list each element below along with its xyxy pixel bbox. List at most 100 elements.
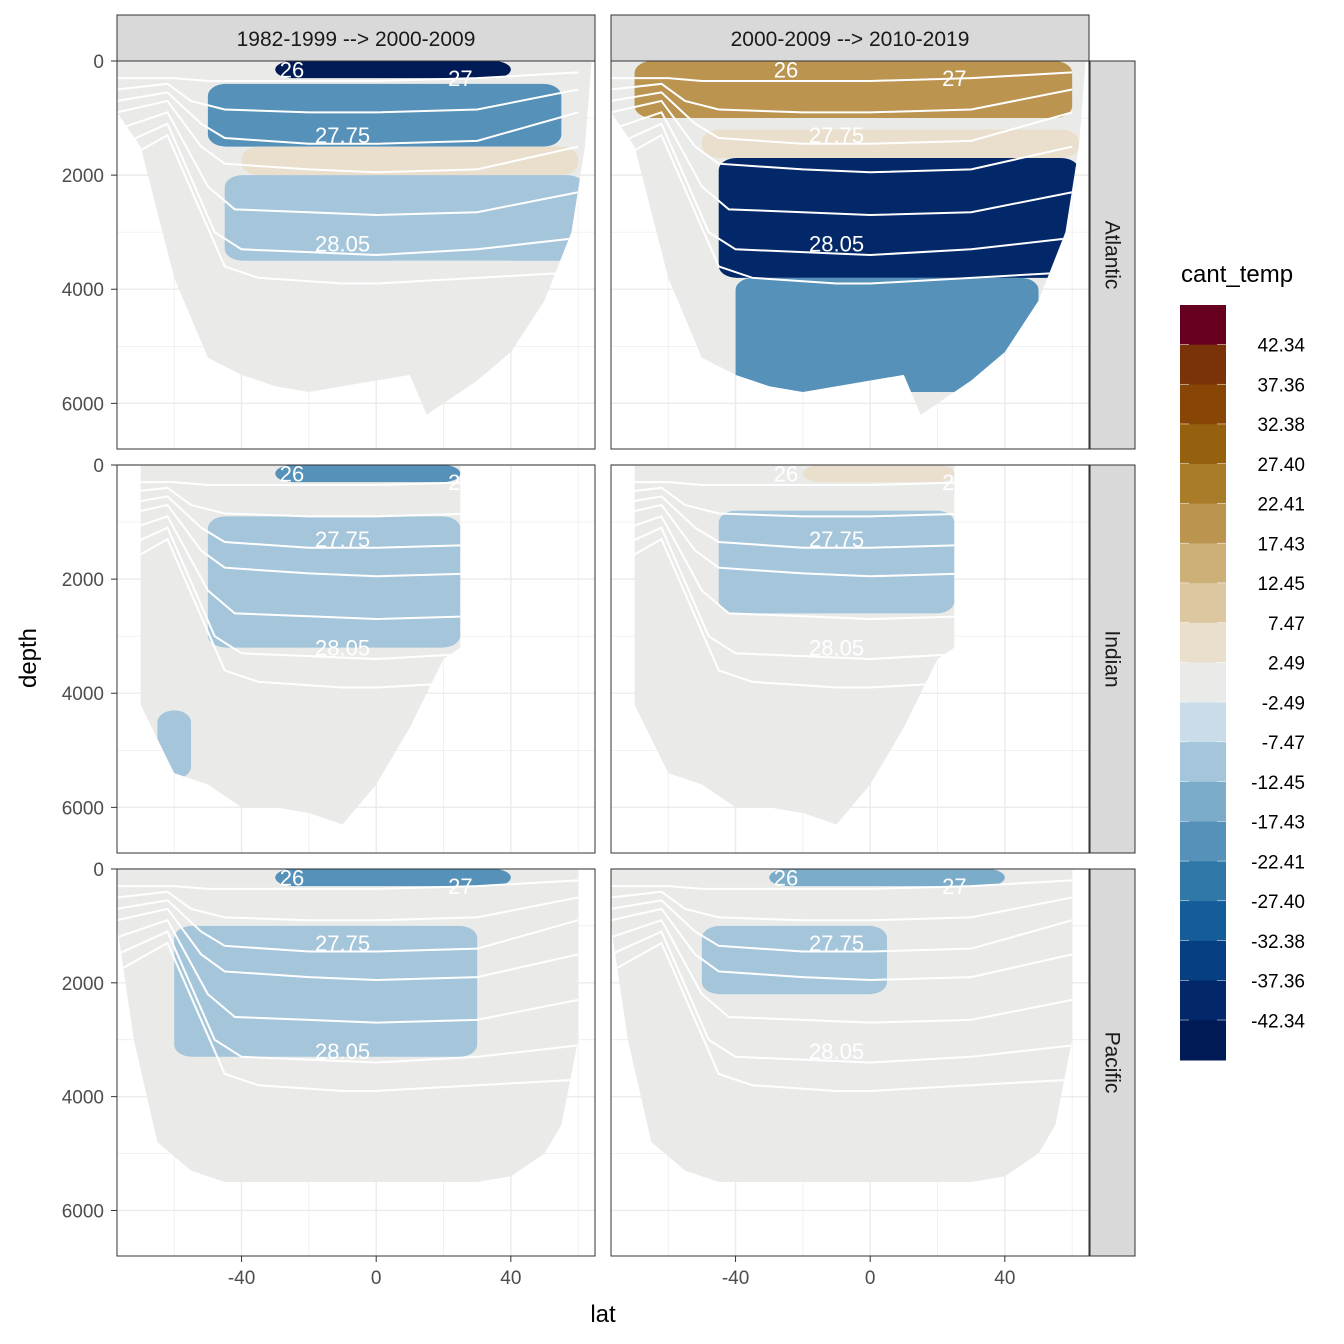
y-tick-label: 2000 bbox=[62, 570, 104, 591]
legend-bin bbox=[1180, 583, 1226, 624]
y-axis-label: depth bbox=[15, 628, 42, 688]
isopycnal-line bbox=[634, 515, 955, 621]
anomaly-region bbox=[634, 61, 1073, 119]
anomaly-layer bbox=[207, 61, 585, 392]
isopycnal-line bbox=[117, 82, 579, 114]
isopycnal-lines bbox=[611, 879, 1073, 1092]
isopycnal-line bbox=[140, 475, 461, 486]
column-strip-label: 2000-2009 --> 2010-2019 bbox=[731, 28, 970, 51]
strip-background bbox=[1089, 464, 1136, 854]
anomaly-region bbox=[718, 510, 955, 614]
legend-label: -12.45 bbox=[1251, 773, 1305, 794]
x-tick-label: -40 bbox=[228, 1268, 255, 1289]
legend: cant_temp 42.34 37.36 32.38 27.40 22.41 17.43… bbox=[1180, 261, 1305, 1061]
strip-background bbox=[610, 14, 1090, 62]
isopycnal-label: 27 bbox=[942, 470, 966, 495]
isopycnal-line bbox=[117, 99, 579, 174]
legend-title: cant_temp bbox=[1181, 261, 1293, 288]
isopycnal-line bbox=[611, 919, 1073, 1024]
legend-label: -2.49 bbox=[1262, 693, 1305, 714]
column-strip-2: 2000-2009 --> 2010-2019 bbox=[610, 14, 1090, 62]
isopycnal-label: 27.75 bbox=[809, 931, 864, 956]
legend-label: 27.40 bbox=[1257, 455, 1305, 476]
isopycnal-line bbox=[611, 133, 1073, 285]
x-tick-label: 40 bbox=[994, 1268, 1015, 1289]
anomaly-region bbox=[275, 869, 511, 887]
panel-indian-1: 27.75 28.05 27 26 bbox=[116, 462, 596, 854]
panel-border bbox=[116, 868, 596, 1257]
isopycnal-line bbox=[117, 879, 579, 890]
legend-bin bbox=[1180, 344, 1226, 385]
y-tick-label: 6000 bbox=[62, 394, 104, 415]
isopycnal-lines bbox=[117, 879, 579, 1092]
anomaly-region bbox=[224, 175, 585, 261]
anomaly-region bbox=[241, 146, 579, 176]
isopycnal-line bbox=[140, 503, 461, 578]
x-tick-label: 0 bbox=[371, 1268, 382, 1289]
anomaly-region bbox=[735, 277, 1039, 392]
legend-bin bbox=[1180, 622, 1226, 664]
legend-bin bbox=[1180, 424, 1226, 465]
anomaly-region bbox=[802, 465, 955, 483]
legend-label: -22.41 bbox=[1251, 852, 1305, 873]
y-tick-label: 0 bbox=[93, 860, 104, 881]
legend-label: 12.45 bbox=[1257, 574, 1305, 595]
legend-label: -37.36 bbox=[1251, 972, 1305, 993]
isopycnal-lines bbox=[117, 71, 579, 285]
isopycnal-label: 28.05 bbox=[809, 232, 864, 257]
isopycnal-line bbox=[611, 930, 1073, 1064]
legend-labels: 42.34 37.36 32.38 27.40 22.41 17.43 12.45 7.47 2… bbox=[1251, 336, 1305, 1033]
isopycnal-line bbox=[117, 133, 579, 285]
isopycnal-line bbox=[634, 475, 955, 486]
facet-panels: 27.7528.05272627.7528.05272627.7528.0527… bbox=[116, 58, 1090, 1257]
legend-label: 2.49 bbox=[1268, 654, 1305, 675]
row-strip-label: Atlantic bbox=[1101, 221, 1124, 290]
row-strip-pacific: Pacific bbox=[1089, 868, 1136, 1257]
row-strip-atlantic: Atlantic bbox=[1089, 60, 1136, 450]
isopycnal-line bbox=[140, 486, 461, 518]
isopycnal-line bbox=[611, 941, 1073, 1092]
isopycnal-label: 28.05 bbox=[315, 1039, 370, 1064]
legend-label: 32.38 bbox=[1257, 415, 1305, 436]
isopycnal-label: 26 bbox=[774, 58, 798, 83]
legend-bin bbox=[1180, 742, 1226, 783]
panel-pacific-1: 27.75 28.05 27 26 bbox=[116, 866, 596, 1257]
y-tick-label: 6000 bbox=[62, 798, 104, 819]
isopycnal-label: 27.75 bbox=[809, 527, 864, 552]
y-tick-label: 4000 bbox=[62, 684, 104, 705]
column-strip-1: 1982-1999 --> 2000-2009 bbox=[116, 14, 596, 62]
isopycnal-label: 27.75 bbox=[315, 123, 370, 148]
anomaly-region bbox=[376, 260, 528, 392]
isopycnal-line bbox=[611, 879, 1073, 890]
isopycnal-label: 27.75 bbox=[809, 123, 864, 148]
legend-bin bbox=[1180, 702, 1226, 743]
ocean-section bbox=[611, 869, 1073, 1183]
isopycnal-line bbox=[634, 495, 955, 549]
isopycnal-line bbox=[117, 930, 579, 1064]
row-strip-indian: Indian bbox=[1089, 464, 1136, 854]
legend-bin bbox=[1180, 781, 1226, 823]
y-tick-label: 4000 bbox=[62, 1088, 104, 1109]
legend-label: 17.43 bbox=[1257, 534, 1305, 555]
isopycnal-line bbox=[611, 82, 1073, 114]
isopycnal-line bbox=[117, 890, 579, 922]
legend-label: -42.34 bbox=[1251, 1011, 1305, 1032]
strip-background bbox=[1089, 60, 1136, 450]
column-strip-label: 1982-1999 --> 2000-2009 bbox=[237, 28, 476, 51]
legend-label: 37.36 bbox=[1257, 375, 1305, 396]
panel-pacific-2: 27.75 28.05 27 26 bbox=[610, 866, 1090, 1257]
legend-bin bbox=[1180, 861, 1226, 902]
isopycnal-line bbox=[611, 122, 1073, 257]
isopycnal-line bbox=[117, 122, 579, 257]
x-tick-label: -40 bbox=[722, 1268, 749, 1289]
legend-bin bbox=[1180, 980, 1226, 1021]
facet-strips: 1982-1999 --> 2000-2009 2000-2009 --> 201… bbox=[116, 14, 1136, 1257]
isopycnal-label: 26 bbox=[280, 866, 304, 891]
anomaly-layer bbox=[701, 869, 1005, 995]
isopycnal-label: 27 bbox=[448, 66, 472, 91]
isopycnal-line bbox=[140, 515, 461, 621]
anomaly-region bbox=[207, 83, 562, 147]
legend-colorbar bbox=[1180, 305, 1226, 1061]
isopycnal-line bbox=[117, 71, 579, 82]
